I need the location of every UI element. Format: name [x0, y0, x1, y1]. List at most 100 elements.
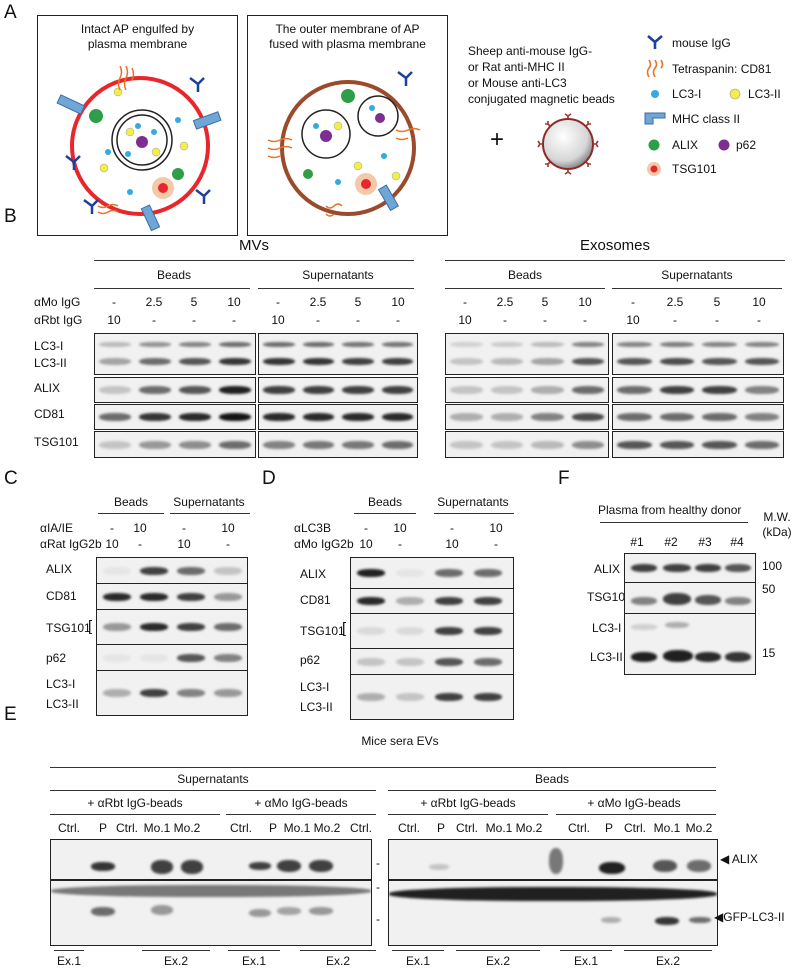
b-blot-alix — [612, 377, 784, 403]
d-lane-value-row2: 10 — [445, 537, 459, 551]
band — [103, 623, 131, 631]
band — [140, 653, 168, 662]
band — [357, 569, 385, 577]
legend-mouse-igg: mouse IgG — [672, 36, 731, 50]
panel-label-a: A — [4, 2, 17, 23]
band — [725, 564, 751, 572]
band — [249, 909, 271, 917]
c-lane-value-row2: - — [226, 537, 230, 551]
band — [342, 358, 374, 365]
band — [695, 564, 721, 572]
band — [263, 386, 295, 394]
band — [214, 689, 242, 697]
band — [357, 597, 385, 605]
box1-title: Intact AP engulfed by plasma membrane — [80, 22, 195, 51]
arrow-left-icon: ◀ — [720, 852, 730, 866]
band — [381, 342, 413, 347]
band — [631, 624, 657, 630]
band — [302, 386, 334, 394]
b-blot-lc3 — [445, 333, 609, 375]
band — [179, 358, 211, 365]
e-experiment-rule — [456, 950, 540, 951]
fused-ap-illustration — [267, 71, 421, 217]
b-lane-mo-igg-value: 5 — [713, 295, 721, 309]
f-blot-tsg101 — [624, 582, 756, 614]
b-lane-rbt-igg-value: - — [673, 313, 677, 327]
band — [571, 358, 604, 365]
b-lane-rbt-igg-value: 10 — [271, 313, 285, 327]
band — [659, 386, 694, 394]
e-lane-label: P — [604, 821, 613, 835]
band — [139, 441, 171, 449]
e-experiment-label: Ex.1 — [573, 954, 598, 968]
e-title: Mice sera EVs — [361, 734, 439, 748]
diagram-box-intact-ap: Intact AP engulfed by plasma membrane — [37, 15, 238, 236]
band — [342, 441, 374, 449]
b-blot-cd81 — [94, 404, 256, 430]
e-arrow-alix-label: ALIX — [731, 852, 758, 866]
b-lane-mo-igg-value: 10 — [227, 295, 241, 309]
e-lane-label: Mo.1 — [143, 821, 171, 835]
c-blot-label: CD81 — [46, 589, 77, 603]
b-blot-lc3 — [258, 333, 418, 375]
e-experiment-rule — [142, 950, 210, 951]
band — [659, 413, 694, 421]
band — [140, 592, 168, 601]
band — [744, 413, 779, 421]
band — [531, 413, 564, 421]
magnetic-bead-illustration — [537, 113, 599, 175]
f-lane-label: #4 — [730, 535, 744, 549]
band — [219, 413, 251, 421]
band — [663, 593, 691, 605]
band — [263, 413, 295, 421]
band — [396, 569, 424, 577]
band — [103, 653, 131, 662]
c-lane-value-row2: 10 — [177, 537, 191, 551]
d-lane-value-row1: 10 — [489, 521, 503, 535]
b-blot-lc3 — [612, 333, 784, 375]
f-lane-label: #1 — [630, 535, 644, 549]
b-blot-tsg101 — [612, 431, 784, 458]
band — [214, 623, 242, 631]
band — [659, 358, 694, 365]
band — [357, 657, 385, 666]
b-lane-mo-igg-value: 10 — [391, 295, 405, 309]
d-blot-label: p62 — [300, 653, 321, 667]
b-row-label-mo-igg: αMo IgG — [34, 295, 81, 309]
b-lane-mo-igg-value: - — [112, 295, 116, 309]
tsg101-dot-icon — [647, 162, 661, 176]
f-label-lc3i: LC3-I — [592, 621, 622, 635]
e-experiment-rule — [392, 950, 444, 951]
b-lane-rbt-igg-value: - — [152, 313, 156, 327]
b-blot-alix — [94, 377, 256, 403]
c-lane-value-row1: - — [182, 521, 186, 535]
band — [571, 386, 604, 394]
d-blot — [350, 588, 514, 614]
d-header-supernatants: Supernatants — [437, 495, 509, 509]
e-experiment-label: Ex.2 — [485, 954, 510, 968]
e-lane-label: Mo.2 — [313, 821, 341, 835]
band — [177, 653, 205, 662]
band — [396, 627, 424, 635]
c-blot-label: TSG101 — [46, 621, 91, 635]
e-lane-label: Ctrl. — [230, 821, 252, 835]
band — [450, 441, 483, 449]
band — [429, 864, 449, 870]
band — [617, 413, 652, 421]
band — [357, 693, 385, 701]
c-lane-value-row2: 10 — [105, 537, 119, 551]
band — [702, 358, 737, 365]
e-experiment-rule — [228, 950, 280, 951]
band — [601, 917, 621, 923]
band — [450, 358, 483, 365]
d-blot-label: TSG101 — [300, 624, 345, 638]
mhc-class-ii-icon — [644, 112, 666, 125]
b-sub-sup-2: Supernatants — [661, 268, 733, 282]
band — [91, 907, 115, 916]
band — [263, 342, 295, 347]
c-lane-value-row1: 10 — [133, 521, 147, 535]
d-lane-value-row2: 10 — [359, 537, 373, 551]
band — [450, 342, 483, 347]
b-lane-mo-igg-value: 2.5 — [496, 295, 514, 309]
e-lane-label: Ctrl. — [58, 821, 80, 835]
